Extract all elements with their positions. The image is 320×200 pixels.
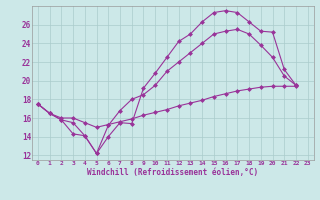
X-axis label: Windchill (Refroidissement éolien,°C): Windchill (Refroidissement éolien,°C) [87,168,258,177]
